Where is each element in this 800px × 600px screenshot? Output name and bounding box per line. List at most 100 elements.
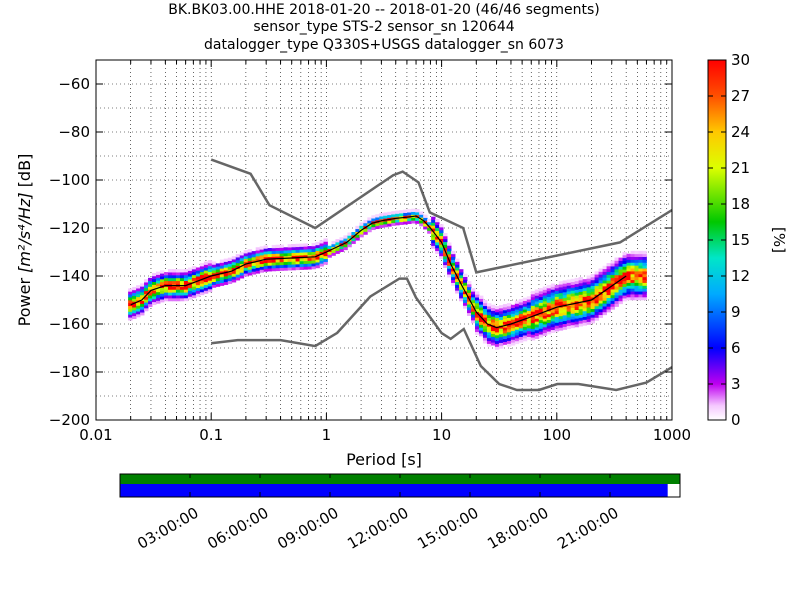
heatmap-cell <box>550 286 556 290</box>
heatmap-cell <box>148 303 153 308</box>
heatmap-cell <box>167 297 173 302</box>
heatmap-cell <box>227 277 233 282</box>
heatmap-cell <box>427 227 432 231</box>
heatmap-cell <box>538 328 544 332</box>
heatmap-cell <box>215 263 221 267</box>
heatmap-cell <box>538 299 544 303</box>
heatmap-cell <box>558 298 564 302</box>
heatmap-cell <box>638 262 643 266</box>
heatmap-cell <box>526 304 532 309</box>
heatmap-cell <box>383 215 388 219</box>
heatmap-cell <box>602 285 607 290</box>
heatmap-cell <box>255 270 261 274</box>
heatmap-cell <box>578 305 584 310</box>
heatmap-cell <box>642 262 647 266</box>
heatmap-cell <box>534 301 540 305</box>
heatmap-cell <box>315 244 320 249</box>
heatmap-cell <box>554 319 560 323</box>
heatmap-cell <box>582 287 588 292</box>
heatmap-cell <box>554 325 560 329</box>
heatmap-cell <box>455 258 460 262</box>
heatmap-cell <box>638 282 643 286</box>
heatmap-cell <box>431 222 436 226</box>
heatmap-cell <box>530 337 536 341</box>
heatmap-cell <box>239 266 245 270</box>
heatmap-cell <box>554 284 560 289</box>
heatmap-cell <box>518 325 524 329</box>
heatmap-cell <box>510 333 516 337</box>
heatmap-cell <box>634 282 639 286</box>
heatmap-cell <box>255 253 261 257</box>
heatmap-cell <box>574 292 580 296</box>
heatmap-cell <box>279 261 285 266</box>
heatmap-cell <box>570 298 576 303</box>
heatmap-cell <box>630 259 635 263</box>
heatmap-cell <box>554 328 560 332</box>
heatmap-cell <box>223 275 229 280</box>
heatmap-cell <box>451 253 456 258</box>
heatmap-cell <box>323 252 328 257</box>
heatmap-cell <box>506 340 512 344</box>
heatmap-cell <box>478 324 484 328</box>
heatmap-cell <box>419 214 424 218</box>
heatmap-cell <box>606 309 611 313</box>
heatmap-cell <box>207 271 213 275</box>
heatmap-cell <box>618 257 623 261</box>
heatmap-cell <box>534 318 540 322</box>
heatmap-cell <box>518 336 524 340</box>
heatmap-cell <box>132 307 137 311</box>
heatmap-cell <box>431 233 436 238</box>
heatmap-cell <box>375 214 380 218</box>
heatmap-cell <box>566 311 572 315</box>
heatmap-cell <box>175 295 181 299</box>
heatmap-cell <box>467 309 472 314</box>
heatmap-cell <box>263 265 269 269</box>
heatmap-cell <box>167 277 173 282</box>
heatmap-cell <box>455 290 460 294</box>
heatmap-cell <box>247 272 253 276</box>
noise-model-curves <box>130 158 672 392</box>
heatmap-cell <box>622 272 627 276</box>
heatmap-cell <box>443 241 448 245</box>
heatmap-cell <box>459 272 464 276</box>
heatmap-cell <box>359 231 364 235</box>
y-tick-label: −180 <box>49 363 90 381</box>
heatmap-cell <box>594 274 599 278</box>
heatmap-cell <box>602 297 607 301</box>
heatmap-cell <box>630 294 635 298</box>
heatmap-cell <box>136 290 141 295</box>
heatmap-cell <box>486 331 492 336</box>
heatmap-cell <box>136 285 141 289</box>
heatmap-cell <box>175 272 181 276</box>
heatmap-cell <box>136 302 141 306</box>
heatmap-cell <box>594 271 599 275</box>
heatmap-cell <box>319 243 324 247</box>
heatmap-cell <box>550 323 556 328</box>
heatmap-cell <box>467 304 472 308</box>
heatmap-cell <box>550 318 556 322</box>
heatmap-cell <box>622 263 627 267</box>
heatmap-cell <box>474 299 480 304</box>
heatmap-cell <box>638 288 643 292</box>
heatmap-cell <box>474 328 480 333</box>
heatmap-cell <box>223 258 229 262</box>
heatmap-cell <box>606 265 611 270</box>
heatmap-cell <box>231 279 237 283</box>
heatmap-cell <box>634 294 639 298</box>
heatmap-cell <box>363 219 368 224</box>
heatmap-cell <box>614 286 619 290</box>
heatmap-cell <box>387 220 392 224</box>
heatmap-cell <box>614 303 619 307</box>
heatmap-cell <box>558 281 564 285</box>
heatmap-cell <box>526 296 532 300</box>
heatmap-cell <box>506 320 512 324</box>
heatmap-cell <box>614 294 619 299</box>
heatmap-cell <box>538 319 544 324</box>
heatmap-cell <box>550 326 556 331</box>
heatmap-cell <box>626 291 631 295</box>
heatmap-cell <box>550 283 556 287</box>
heatmap-cell <box>574 286 580 290</box>
heatmap-cell <box>152 278 157 283</box>
heatmap-cell <box>375 222 380 227</box>
heatmap-cell <box>542 326 548 331</box>
